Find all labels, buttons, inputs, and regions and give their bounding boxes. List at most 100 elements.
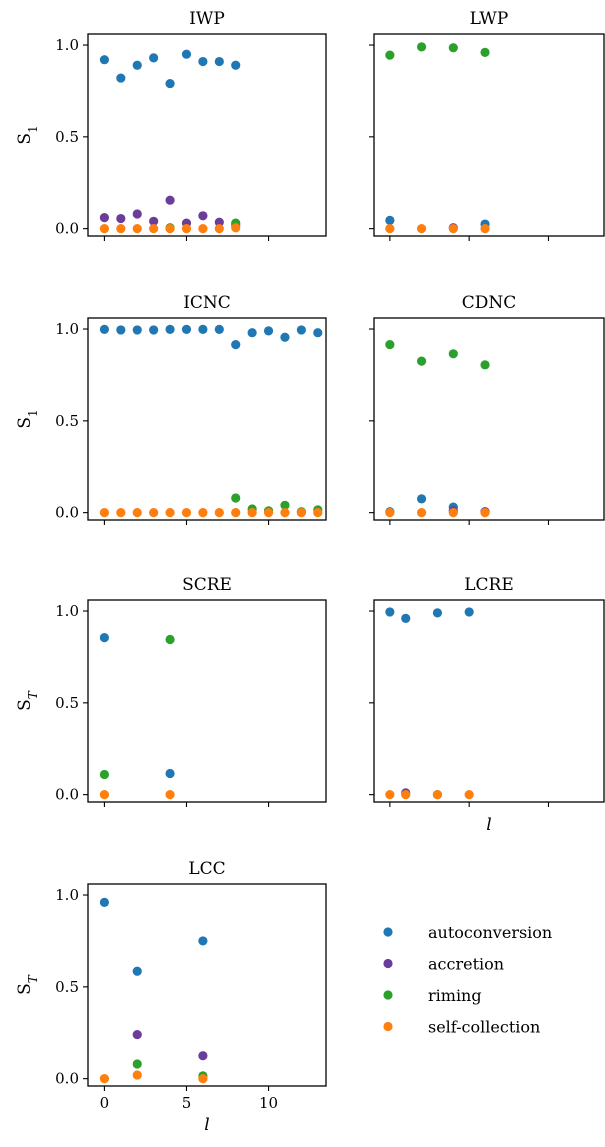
panel-title: LCC <box>188 859 225 879</box>
panel-cdnc: CDNC <box>369 293 605 525</box>
point-autoconversion <box>247 328 257 338</box>
panel-iwp: IWP 0.0 0.5 1.0 S1 <box>15 9 327 241</box>
point-self-collection <box>385 508 395 518</box>
plot-frame <box>373 599 605 803</box>
point-autoconversion <box>116 325 126 335</box>
point-autoconversion <box>132 966 142 976</box>
point-riming <box>416 42 427 52</box>
legend-label-accretion: accretion <box>428 955 504 974</box>
y-axis-label: S1 <box>15 125 40 144</box>
point-autoconversion <box>263 326 274 336</box>
point-autoconversion <box>165 324 175 334</box>
point-self-collection <box>214 508 224 518</box>
y-tick-label: 0.0 <box>55 504 79 522</box>
point-self-collection <box>165 224 175 234</box>
point-riming <box>165 634 175 645</box>
y-axis-label: ST <box>15 974 40 995</box>
panel-scre: SCRE 0.0 0.5 1.0 ST <box>15 575 327 807</box>
y-tick-label: 0.5 <box>55 412 79 430</box>
point-self-collection <box>99 224 110 234</box>
point-self-collection <box>464 790 474 800</box>
point-self-collection <box>416 508 427 518</box>
point-self-collection <box>132 508 142 518</box>
point-self-collection <box>116 224 126 234</box>
point-self-collection <box>296 508 306 518</box>
panel-title: SCRE <box>182 575 232 595</box>
point-autoconversion <box>464 607 474 617</box>
point-autoconversion <box>181 49 192 59</box>
plot-frame <box>87 599 327 803</box>
point-self-collection <box>165 790 175 800</box>
legend: autoconversion accretion riming self-collec… <box>383 923 552 1037</box>
point-self-collection <box>280 508 290 518</box>
point-riming <box>480 47 490 57</box>
legend-marker-self-collection <box>383 1021 393 1032</box>
point-autoconversion <box>280 332 290 342</box>
point-autoconversion <box>116 73 126 83</box>
plot-frame <box>373 317 605 521</box>
y-tick-label: 0.0 <box>55 786 79 804</box>
y-axis-label: S1 <box>15 409 40 428</box>
panel-lcc: LCC 0.0 0.5 1.0 0 5 10 ST l <box>15 859 327 1135</box>
y-tick-label: 1.0 <box>55 886 79 904</box>
point-riming <box>416 356 427 366</box>
point-autoconversion <box>99 324 110 334</box>
point-autoconversion <box>416 494 427 504</box>
point-self-collection <box>198 1074 208 1084</box>
point-accretion <box>198 1051 208 1061</box>
point-riming <box>132 1059 142 1069</box>
y-tick-label: 1.0 <box>55 602 79 620</box>
point-autoconversion <box>385 215 395 225</box>
point-self-collection <box>448 508 458 518</box>
legend-marker-accretion <box>383 958 393 969</box>
point-self-collection <box>99 508 110 518</box>
point-self-collection <box>99 1074 110 1084</box>
point-self-collection <box>432 790 443 800</box>
plot-frame <box>87 33 327 237</box>
panel-title: LWP <box>470 9 509 29</box>
point-accretion <box>149 216 159 226</box>
point-autoconversion <box>198 936 208 946</box>
panel-title: ICNC <box>183 293 231 313</box>
point-autoconversion <box>99 55 110 65</box>
point-autoconversion <box>99 633 110 643</box>
point-autoconversion <box>132 325 142 335</box>
point-self-collection <box>231 223 241 233</box>
point-self-collection <box>198 508 208 518</box>
point-self-collection <box>132 224 142 234</box>
point-autoconversion <box>99 897 110 907</box>
point-self-collection <box>214 224 224 234</box>
point-self-collection <box>181 508 192 518</box>
point-autoconversion <box>214 56 224 67</box>
panel-title: CDNC <box>462 293 517 313</box>
point-autoconversion <box>231 60 241 70</box>
point-riming <box>448 349 458 359</box>
point-autoconversion <box>132 60 142 70</box>
point-autoconversion <box>181 324 192 334</box>
point-autoconversion <box>165 768 175 779</box>
point-self-collection <box>198 224 208 234</box>
point-accretion <box>198 211 208 221</box>
point-riming <box>480 360 490 370</box>
legend-marker-riming <box>383 990 393 1000</box>
point-self-collection <box>165 508 175 518</box>
x-tick-label: 0 <box>100 1094 110 1112</box>
x-tick-label: 5 <box>182 1094 192 1112</box>
point-self-collection <box>313 508 323 518</box>
point-autoconversion <box>198 56 208 67</box>
point-self-collection <box>116 508 126 518</box>
panel-title: LCRE <box>464 575 514 595</box>
y-tick-label: 0.0 <box>55 1070 79 1088</box>
point-autoconversion <box>231 340 241 350</box>
legend-label-autoconversion: autoconversion <box>428 923 552 942</box>
point-self-collection <box>401 790 411 800</box>
point-riming <box>280 500 290 510</box>
point-accretion <box>132 1029 142 1040</box>
x-axis-label: l <box>486 815 491 835</box>
point-autoconversion <box>385 607 395 617</box>
point-accretion <box>165 195 175 205</box>
point-autoconversion <box>313 328 323 338</box>
y-axis-label: ST <box>15 690 40 711</box>
y-tick-label: 0.0 <box>55 220 79 238</box>
